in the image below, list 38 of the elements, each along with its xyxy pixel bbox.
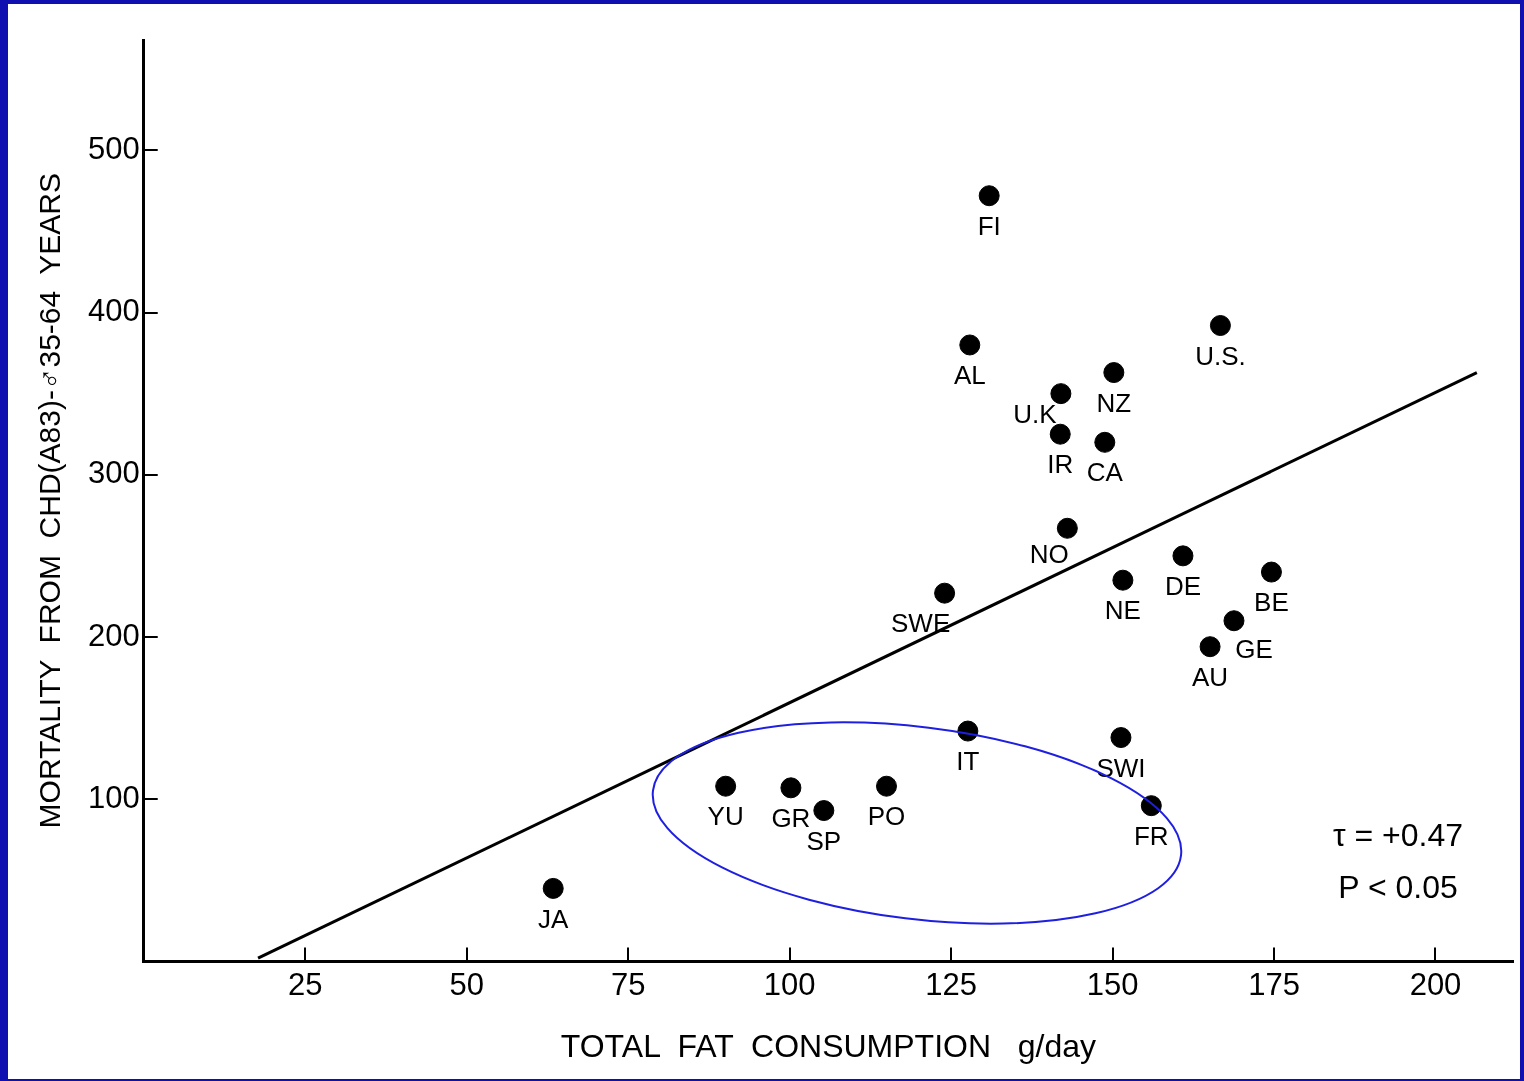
annotation: τ = +0.47 (1332, 817, 1464, 854)
annotation: AL (953, 360, 986, 391)
y-axis-title: MORTALITY FROM CHD(A83)-♂35-64 YEARS (33, 172, 67, 829)
x-axis-title: TOTAL FAT CONSUMPTION g/day (560, 1027, 1096, 1064)
annotation: NE (1104, 595, 1141, 626)
x-tick-label: 100 (763, 966, 816, 1002)
annotation: DE (1164, 571, 1202, 602)
y-tick-label: 200 (87, 617, 140, 653)
x-tick-label: 50 (449, 966, 484, 1002)
x-tick-label: 150 (1086, 966, 1139, 1002)
annotation: NO (1029, 539, 1069, 570)
annotation: AU (1192, 661, 1229, 692)
annotation: U.K (1013, 398, 1058, 429)
x-tick-label: 175 (1248, 966, 1300, 1002)
annotation: IR (1047, 449, 1074, 480)
annotation: SWE (891, 608, 951, 639)
annotation: FI (977, 210, 1001, 241)
annotation: GE (1235, 633, 1273, 664)
y-tick-label: 100 (87, 779, 140, 815)
annotation: IT (956, 746, 980, 777)
annotation: PO (867, 801, 906, 832)
annotation: U.S. (1195, 340, 1246, 371)
annotation: BE (1254, 587, 1289, 618)
annotation: SWI (1096, 752, 1146, 783)
x-tick-label: 25 (287, 966, 323, 1002)
x-tick-label: 125 (925, 966, 977, 1002)
annotation: JA (538, 903, 570, 934)
annotation: FR (1133, 820, 1169, 851)
annotation: NZ (1096, 387, 1132, 418)
x-tick-label: 75 (610, 966, 646, 1002)
annotation: CA (1086, 457, 1124, 488)
x-tick-label: 200 (1409, 966, 1462, 1002)
annotation: YU (707, 801, 744, 832)
y-tick-label: 400 (87, 293, 140, 329)
annotation: GR (771, 803, 811, 833)
y-tick-label: 500 (87, 130, 140, 166)
annotation: P < 0.05 (1338, 869, 1458, 906)
y-tick-label: 300 (87, 455, 140, 491)
